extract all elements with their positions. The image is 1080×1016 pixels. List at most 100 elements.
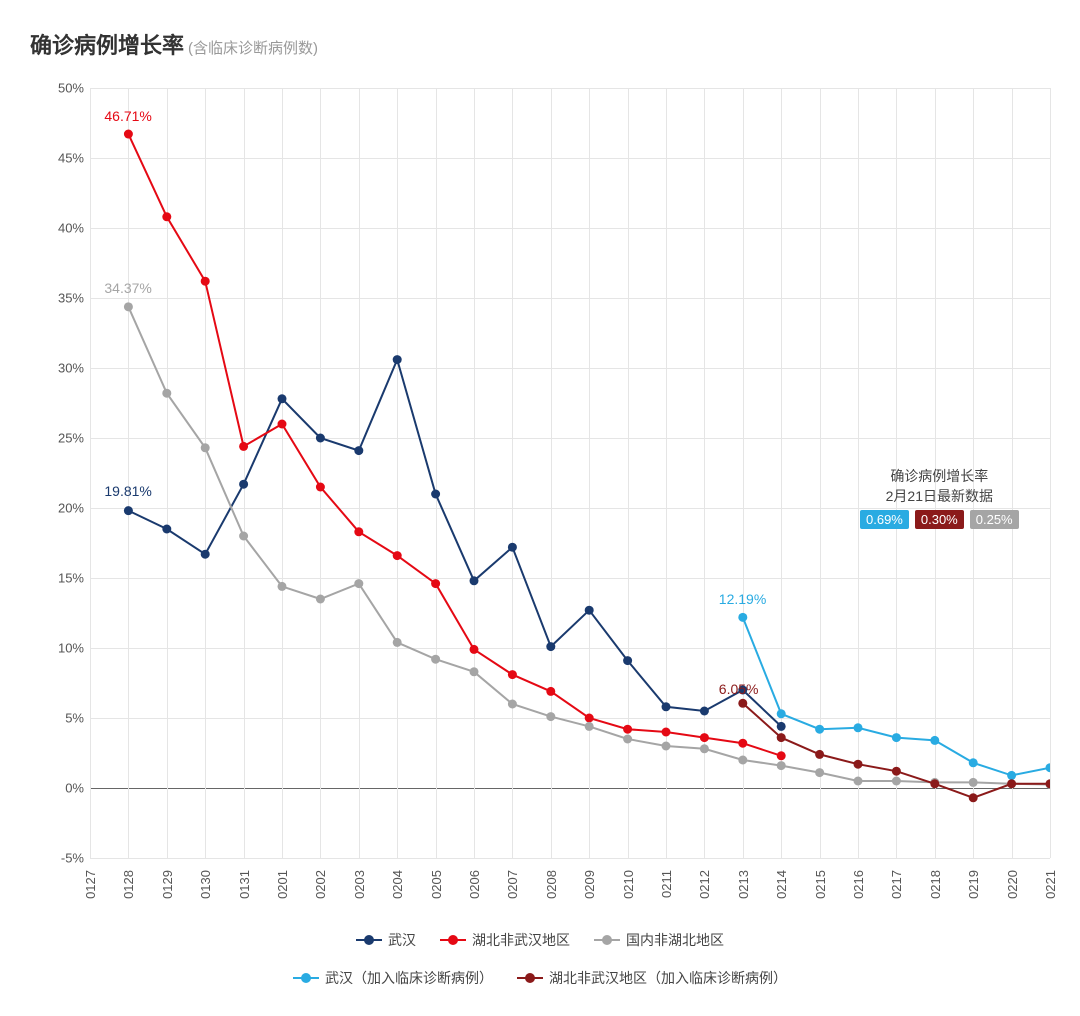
- legend-row: 武汉 湖北非武汉地区 国内非湖北地区: [30, 930, 1050, 950]
- latest-data-callout: 确诊病例增长率 2月21日最新数据 0.69%0.30%0.25%: [860, 466, 1019, 529]
- data-point: [700, 744, 709, 753]
- stat-badge: 0.69%: [860, 510, 909, 529]
- data-point: [431, 655, 440, 664]
- x-tick-label: 0219: [966, 870, 981, 899]
- data-point: [278, 582, 287, 591]
- x-tick-label: 0220: [1005, 870, 1020, 899]
- data-point: [354, 579, 363, 588]
- y-tick-label: 45%: [34, 151, 84, 166]
- data-point: [892, 767, 901, 776]
- data-point: [969, 778, 978, 787]
- series-line: [128, 134, 781, 756]
- data-point: [239, 442, 248, 451]
- data-point: [124, 506, 133, 515]
- data-point: [1007, 779, 1016, 788]
- data-point: [162, 212, 171, 221]
- point-label: 19.81%: [104, 483, 151, 499]
- data-point: [623, 735, 632, 744]
- data-point: [162, 525, 171, 534]
- data-point: [316, 595, 325, 604]
- x-tick-label: 0131: [237, 870, 252, 899]
- x-tick-label: 0207: [505, 870, 520, 899]
- y-tick-label: 20%: [34, 501, 84, 516]
- legend-marker-icon: [517, 971, 543, 985]
- data-point: [546, 642, 555, 651]
- series-line: [128, 307, 1050, 785]
- data-point: [585, 606, 594, 615]
- data-point: [201, 550, 210, 559]
- data-point: [854, 777, 863, 786]
- y-tick-label: 30%: [34, 361, 84, 376]
- callout-line2: 2月21日最新数据: [860, 486, 1019, 506]
- data-point: [930, 736, 939, 745]
- data-point: [892, 733, 901, 742]
- data-point: [431, 490, 440, 499]
- data-point: [124, 302, 133, 311]
- data-point: [470, 645, 479, 654]
- data-point: [700, 707, 709, 716]
- x-tick-label: 0206: [467, 870, 482, 899]
- data-point: [1046, 779, 1051, 788]
- callout-badges: 0.69%0.30%0.25%: [860, 510, 1019, 529]
- data-point: [815, 750, 824, 759]
- legend-label: 湖北非武汉地区: [472, 930, 570, 950]
- data-point: [854, 723, 863, 732]
- point-label: 12.19%: [719, 591, 766, 607]
- legend-marker-icon: [440, 933, 466, 947]
- data-point: [777, 761, 786, 770]
- data-point: [470, 667, 479, 676]
- legend-marker-icon: [594, 933, 620, 947]
- stat-badge: 0.25%: [970, 510, 1019, 529]
- data-point: [662, 728, 671, 737]
- data-point: [354, 446, 363, 455]
- x-tick-label: 0209: [582, 870, 597, 899]
- data-point: [162, 389, 171, 398]
- data-point: [1046, 763, 1051, 772]
- legend-row: 武汉（加入临床诊断病例）湖北非武汉地区（加入临床诊断病例）: [30, 968, 1050, 988]
- point-label: 6.05%: [719, 681, 759, 697]
- data-point: [1007, 771, 1016, 780]
- legend-marker-icon: [293, 971, 319, 985]
- data-point: [738, 756, 747, 765]
- x-tick-label: 0217: [889, 870, 904, 899]
- x-tick-label: 0221: [1043, 870, 1058, 899]
- legend-marker-icon: [356, 933, 382, 947]
- x-tick-label: 0211: [659, 870, 674, 898]
- chart-legend: 武汉 湖北非武汉地区 国内非湖北地区武汉（加入临床诊断病例）湖北非武汉地区（加入临床…: [30, 930, 1050, 988]
- data-point: [508, 543, 517, 552]
- data-point: [124, 130, 133, 139]
- x-gridline: [1050, 88, 1051, 858]
- data-point: [354, 527, 363, 536]
- legend-item: 湖北非武汉地区（加入临床诊断病例）: [517, 968, 787, 988]
- data-point: [777, 733, 786, 742]
- legend-label: 国内非湖北地区: [626, 930, 724, 950]
- legend-label: 武汉: [388, 930, 416, 950]
- data-point: [239, 480, 248, 489]
- y-tick-label: 25%: [34, 431, 84, 446]
- y-tick-label: 35%: [34, 291, 84, 306]
- data-point: [623, 656, 632, 665]
- data-point: [508, 700, 517, 709]
- point-label: 46.71%: [104, 108, 151, 124]
- legend-item: 国内非湖北地区: [594, 930, 724, 950]
- x-tick-label: 0210: [621, 870, 636, 899]
- data-point: [278, 394, 287, 403]
- data-point: [278, 420, 287, 429]
- data-point: [393, 355, 402, 364]
- series-line: [128, 360, 781, 727]
- data-point: [201, 277, 210, 286]
- x-tick-label: 0212: [697, 870, 712, 899]
- data-point: [700, 733, 709, 742]
- data-point: [777, 709, 786, 718]
- data-point: [623, 725, 632, 734]
- y-tick-label: 15%: [34, 571, 84, 586]
- data-point: [546, 687, 555, 696]
- data-point: [815, 768, 824, 777]
- x-tick-label: 0202: [313, 870, 328, 899]
- legend-item: 武汉: [356, 930, 416, 950]
- y-tick-label: 40%: [34, 221, 84, 236]
- x-tick-label: 0128: [121, 870, 136, 899]
- x-tick-label: 0130: [198, 870, 213, 899]
- x-tick-label: 0129: [160, 870, 175, 899]
- data-point: [316, 483, 325, 492]
